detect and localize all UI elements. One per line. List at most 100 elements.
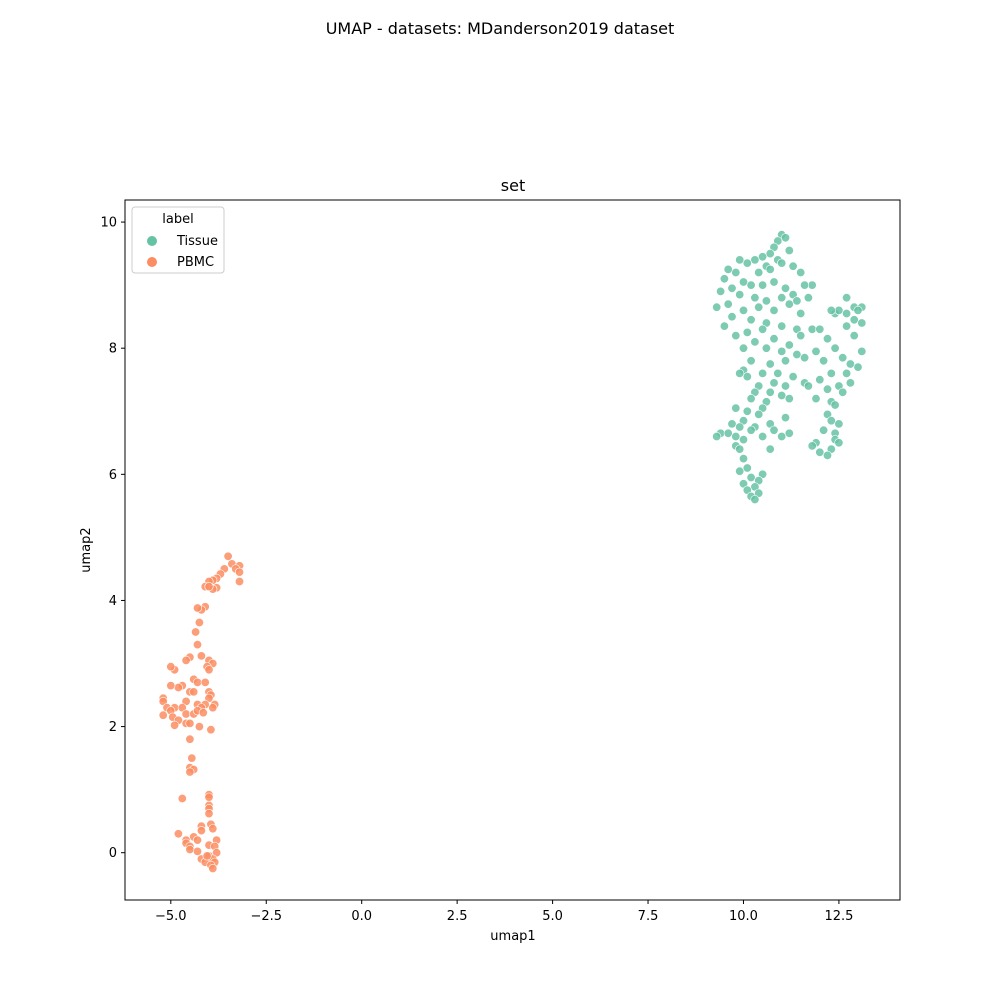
point-pbmc [158,710,168,720]
point-pbmc [185,718,195,728]
x-axis-label: umap1 [490,929,535,944]
point-tissue [750,494,760,504]
point-tissue [727,283,737,293]
point-tissue [769,277,779,287]
point-tissue [788,261,798,271]
point-tissue [742,327,752,337]
series-tissue [712,230,867,504]
point-tissue [838,387,848,397]
point-pbmc [187,753,197,763]
point-pbmc [185,844,195,854]
point-tissue [792,349,802,359]
point-tissue [758,431,768,441]
point-tissue [780,413,790,423]
point-tissue [735,466,745,476]
point-tissue [754,267,764,277]
point-tissue [735,368,745,378]
point-tissue [819,356,829,366]
x-tick-label: 5.0 [542,909,563,924]
point-tissue [822,384,832,394]
point-tissue [784,340,794,350]
legend-label-tissue: Tissue [176,234,218,249]
point-tissue [738,454,748,464]
point-tissue [758,252,768,262]
point-tissue [754,302,764,312]
point-tissue [727,419,737,429]
point-pbmc [193,835,203,845]
point-tissue [738,277,748,287]
point-tissue [769,334,779,344]
point-pbmc [208,824,218,834]
point-tissue [738,343,748,353]
point-pbmc [181,655,191,665]
point-tissue [845,378,855,388]
point-tissue [811,346,821,356]
x-tick-label: 2.5 [447,909,468,924]
point-tissue [746,425,756,435]
point-tissue [780,283,790,293]
point-tissue [773,368,783,378]
point-pbmc [235,567,245,577]
point-tissue [769,378,779,388]
point-tissue [765,249,775,259]
point-tissue [750,255,760,265]
legend-box [131,206,225,274]
point-pbmc [196,826,206,836]
point-tissue [769,305,779,315]
point-pbmc [208,863,218,873]
point-tissue [857,346,867,356]
point-tissue [777,321,787,331]
point-tissue [754,409,764,419]
point-pbmc [204,809,214,819]
point-tissue [750,337,760,347]
point-tissue [731,331,741,341]
point-tissue [853,305,863,315]
point-tissue [784,394,794,404]
point-tissue [796,331,806,341]
point-tissue [719,321,729,331]
point-pbmc [193,846,203,856]
point-tissue [826,305,836,315]
point-pbmc [166,662,176,672]
x-tick-label: 7.5 [638,909,659,924]
point-tissue [746,315,756,325]
point-pbmc [193,640,203,650]
point-tissue [784,246,794,256]
point-pbmc [194,722,204,732]
point-tissue [796,308,806,318]
point-tissue [735,290,745,300]
point-pbmc [196,651,206,661]
x-axis-ticks: −5.0 −2.5 0.0 2.5 5.0 7.5 10.0 12.5 [155,900,853,924]
point-tissue [712,302,722,312]
point-tissue [849,315,859,325]
point-pbmc [206,725,216,735]
point-tissue [822,450,832,460]
y-axis-ticks: 0 2 4 6 8 10 [100,216,125,861]
point-tissue [819,425,829,435]
point-pbmc [181,709,191,719]
point-pbmc [170,720,180,730]
point-pbmc [173,682,183,692]
y-tick-label: 6 [109,468,117,483]
point-pbmc [173,829,183,839]
point-tissue [735,422,745,432]
point-tissue [777,258,787,268]
point-tissue [731,431,741,441]
point-pbmc [208,703,218,713]
point-pbmc [204,792,214,802]
point-tissue [822,334,832,344]
y-axis-label: umap2 [79,527,94,572]
point-tissue [800,280,810,290]
plot-frame [124,199,901,901]
point-tissue [735,255,745,265]
figure-suptitle: UMAP - datasets: MDanderson2019 dataset [326,19,675,38]
point-tissue [719,274,729,284]
point-tissue [777,346,787,356]
legend-title: label [162,212,193,227]
point-tissue [738,305,748,315]
point-tissue [761,296,771,306]
point-tissue [853,362,863,372]
point-tissue [765,387,775,397]
point-pbmc [193,677,203,687]
